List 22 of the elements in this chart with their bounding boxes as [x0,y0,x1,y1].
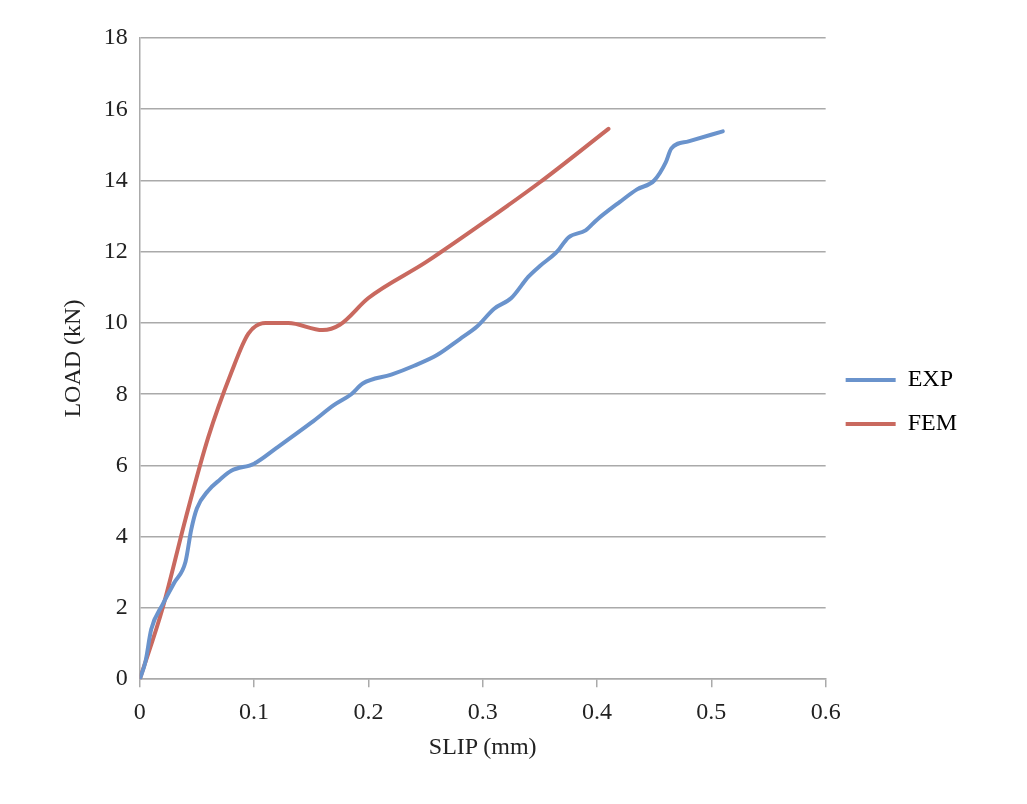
legend-label: EXP [907,365,953,392]
y-tick-label: 8 [115,379,128,406]
y-tick-label: 18 [103,23,128,50]
y-tick-label: 6 [115,450,128,477]
y-tick-label: 4 [115,522,128,549]
y-tick-label: 16 [103,94,128,121]
y-tick-label: 14 [103,165,128,192]
x-tick-label: 0.5 [696,698,727,725]
x-tick-label: 0 [133,698,146,725]
x-tick-label: 0.3 [467,698,498,725]
y-axis-title: LOAD (kN) [58,299,85,418]
y-tick-label: 0 [115,664,128,691]
x-tick-label: 0.2 [353,698,384,725]
y-tick-label: 12 [103,237,128,264]
y-tick-label: 10 [103,308,128,335]
x-tick-label: 0.1 [239,698,270,725]
y-tick-label: 2 [115,593,128,620]
x-tick-label: 0.4 [582,698,613,725]
x-axis-title: SLIP (mm) [428,732,537,759]
line-series [139,129,725,680]
x-tick-label: 0.6 [810,698,841,725]
legend-label: FEM [907,409,958,436]
